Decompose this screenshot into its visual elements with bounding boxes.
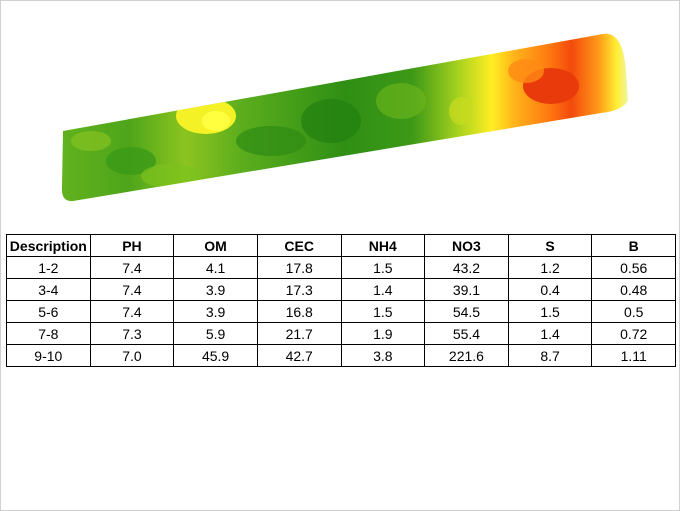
table-row: 5-6 7.4 3.9 16.8 1.5 54.5 1.5 0.5 <box>6 300 676 323</box>
table-row: 9-10 7.0 45.9 42.7 3.8 221.6 8.7 1.11 <box>6 344 676 367</box>
column-header: CEC <box>256 234 342 257</box>
table-cell: 1.11 <box>591 344 676 367</box>
table-cell: 1.4 <box>340 278 426 301</box>
table-row: 7-8 7.3 5.9 21.7 1.9 55.4 1.4 0.72 <box>6 322 676 345</box>
table-cell: 7.4 <box>89 278 175 301</box>
table-cell: 1.5 <box>340 256 426 279</box>
table-cell: 3.9 <box>173 300 258 323</box>
table-cell: 39.1 <box>424 278 509 301</box>
column-header: NO3 <box>424 234 509 257</box>
table-row: 3-4 7.4 3.9 17.3 1.4 39.1 0.4 0.48 <box>6 278 676 301</box>
table-cell: 21.7 <box>256 322 342 345</box>
table-cell: 0.4 <box>507 278 593 301</box>
table-cell: 0.56 <box>591 256 676 279</box>
table-cell: 1.5 <box>507 300 593 323</box>
table-cell: 0.72 <box>591 322 676 345</box>
table-cell: 1.2 <box>507 256 593 279</box>
header-row: Description PH OM CEC NH4 NO3 S B <box>6 234 676 257</box>
table-cell: 9-10 <box>6 344 91 367</box>
table-cell: 3-4 <box>6 278 91 301</box>
column-header: OM <box>173 234 258 257</box>
column-header: S <box>507 234 593 257</box>
table-cell: 7.0 <box>89 344 175 367</box>
table-cell: 42.7 <box>256 344 342 367</box>
soil-table: Description PH OM CEC NH4 NO3 S B 1-2 7.4 4.1 17.8… <box>6 234 676 367</box>
table-cell: 5-6 <box>6 300 91 323</box>
table-cell: 17.8 <box>256 256 342 279</box>
table-cell: 1-2 <box>6 256 91 279</box>
table-cell: 16.8 <box>256 300 342 323</box>
map-texture <box>71 59 579 188</box>
table-cell: 1.9 <box>340 322 426 345</box>
column-header: Description <box>6 234 91 257</box>
table-cell: 1.5 <box>340 300 426 323</box>
table-cell: 221.6 <box>424 344 509 367</box>
table-cell: 7.4 <box>89 300 175 323</box>
table-cell: 3.8 <box>340 344 426 367</box>
table-cell: 4.1 <box>173 256 258 279</box>
table-cell: 8.7 <box>507 344 593 367</box>
table-cell: 1.4 <box>507 322 593 345</box>
table-cell: 7.3 <box>89 322 175 345</box>
table-cell: 17.3 <box>256 278 342 301</box>
table-body: 1-2 7.4 4.1 17.8 1.5 43.2 1.2 0.56 3-4 7.4 3.9 17.3… <box>6 256 676 367</box>
table-cell: 43.2 <box>424 256 509 279</box>
table-row: 1-2 7.4 4.1 17.8 1.5 43.2 1.2 0.56 <box>6 256 676 279</box>
field-map <box>61 33 628 202</box>
table-cell: 5.9 <box>173 322 258 345</box>
column-header: NH4 <box>340 234 426 257</box>
table-cell: 0.48 <box>591 278 676 301</box>
table-cell: 7-8 <box>6 322 91 345</box>
table-cell: 3.9 <box>173 278 258 301</box>
table-cell: 0.5 <box>591 300 676 323</box>
column-header: PH <box>89 234 175 257</box>
table-cell: 55.4 <box>424 322 509 345</box>
column-header: B <box>591 234 676 257</box>
table-cell: 45.9 <box>173 344 258 367</box>
table-cell: 7.4 <box>89 256 175 279</box>
table-cell: 54.5 <box>424 300 509 323</box>
